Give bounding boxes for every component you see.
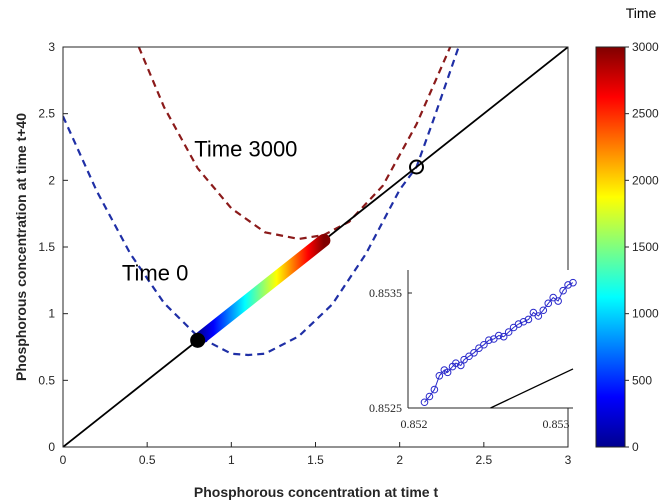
colorbar-gradient — [595, 46, 626, 448]
inset-data-point — [420, 398, 429, 407]
y-tick-label: 1 — [48, 307, 55, 321]
colorbar-title: Time — [626, 5, 657, 21]
inset-data-point — [499, 332, 508, 341]
inset-data-point — [529, 308, 538, 317]
inset-data-point — [534, 312, 543, 320]
inset-data-point — [470, 349, 478, 357]
inset-identity-line — [490, 368, 574, 409]
time-3000-return-map-curve — [137, 47, 452, 241]
y-tick-label: 3 — [48, 40, 55, 54]
time-0-return-map-curve — [63, 47, 460, 357]
inset-data-point — [443, 368, 452, 377]
colorbar-tick-label: 2500 — [632, 107, 659, 121]
inset-y-tick-label: 0.8525 — [369, 401, 402, 415]
x-tick-label: 3 — [565, 453, 572, 467]
inset-x-tick-label: 0.852 — [401, 417, 428, 431]
main-plot: 0 0.5 1 1.5 2 2.5 3 0 0.5 1 1.5 2 2.5 3 Time 3000 Tim… — [13, 40, 572, 500]
colorbar-tick-label: 1500 — [632, 240, 659, 254]
inset-data-point — [509, 323, 518, 332]
initial-state-point — [190, 332, 206, 348]
x-tick-label: 0 — [60, 453, 67, 467]
inset-data-point — [460, 355, 468, 364]
colorbar: 0 500 1000 1500 2000 2500 3000 Time — [595, 5, 659, 454]
annotation-time-3000: Time 3000 — [194, 136, 297, 161]
inset-data-point — [544, 299, 553, 308]
inset-data-point — [554, 297, 562, 305]
inset-data-point — [524, 315, 533, 324]
x-tick-label: 2 — [396, 453, 403, 467]
inset-data-point — [539, 306, 548, 315]
inset-data-point — [514, 320, 523, 328]
inset-data-point — [457, 361, 465, 370]
inset-data-point — [504, 328, 513, 336]
y-tick-label: 2 — [48, 173, 55, 187]
inset-data-point — [490, 335, 498, 343]
x-tick-label: 1.5 — [307, 453, 324, 467]
y-tick-label: 1.5 — [38, 240, 55, 254]
y-tick-label: 0.5 — [38, 373, 55, 387]
inset-data-point — [475, 344, 483, 353]
fixed-point-marker — [409, 159, 424, 175]
inset-data-point — [435, 372, 444, 380]
inset-x-tick-label: 0.853 — [543, 417, 570, 431]
inset-data-point — [569, 278, 577, 287]
inset-data-point — [465, 352, 473, 361]
inset-data-point — [519, 317, 528, 326]
x-tick-label: 0.5 — [139, 453, 156, 467]
colorbar-tick-label: 500 — [632, 373, 652, 387]
inset-data-point — [480, 340, 488, 349]
colorbar-tick-label: 0 — [632, 440, 639, 454]
inset-data-point — [559, 286, 567, 295]
colorbar-tick-label: 1000 — [632, 307, 659, 321]
inset-y-tick-label: 0.8535 — [369, 286, 402, 300]
x-tick-label: 2.5 — [475, 453, 492, 467]
inset-data-point — [425, 392, 434, 401]
inset-data-point — [564, 281, 572, 289]
colorbar-tick-label: 3000 — [632, 40, 659, 54]
y-tick-label: 2.5 — [38, 107, 55, 121]
inset-data-point — [549, 293, 558, 302]
colorbar-tick-label: 2000 — [632, 173, 659, 187]
y-axis-label: Phosphorous concentration at time t+40 — [13, 113, 29, 381]
y-tick-label: 0 — [48, 440, 55, 454]
inset-plot: 0.852 0.853 0.8525 0.8535 — [369, 270, 577, 431]
inset-data-point — [452, 359, 460, 367]
x-axis-label: Phosphorous concentration at time t — [194, 484, 439, 500]
inset-data-point — [430, 385, 439, 394]
time-colored-trajectory — [191, 233, 331, 347]
inset-data-point — [494, 331, 503, 340]
x-tick-label: 1 — [228, 453, 235, 467]
annotation-time-0: Time 0 — [122, 260, 188, 285]
inset-data-point — [485, 336, 493, 344]
